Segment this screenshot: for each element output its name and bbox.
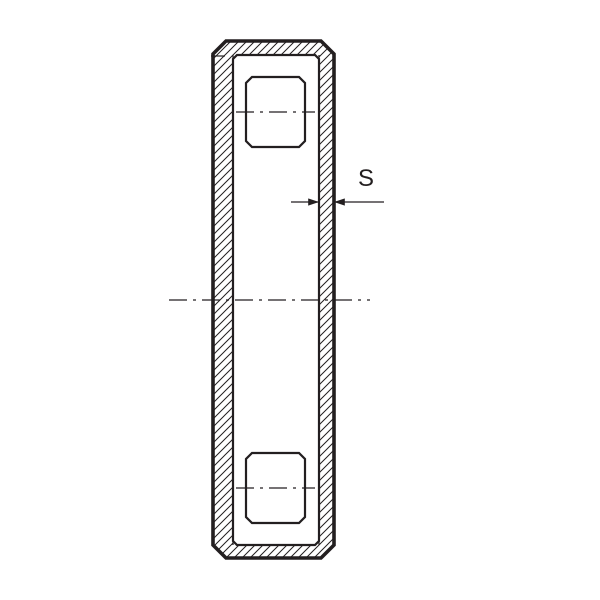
bearing-cross-section: S <box>0 0 600 600</box>
dimension-s: S <box>291 165 384 202</box>
dim-s-label: S <box>358 165 374 192</box>
centerlines <box>169 112 370 488</box>
